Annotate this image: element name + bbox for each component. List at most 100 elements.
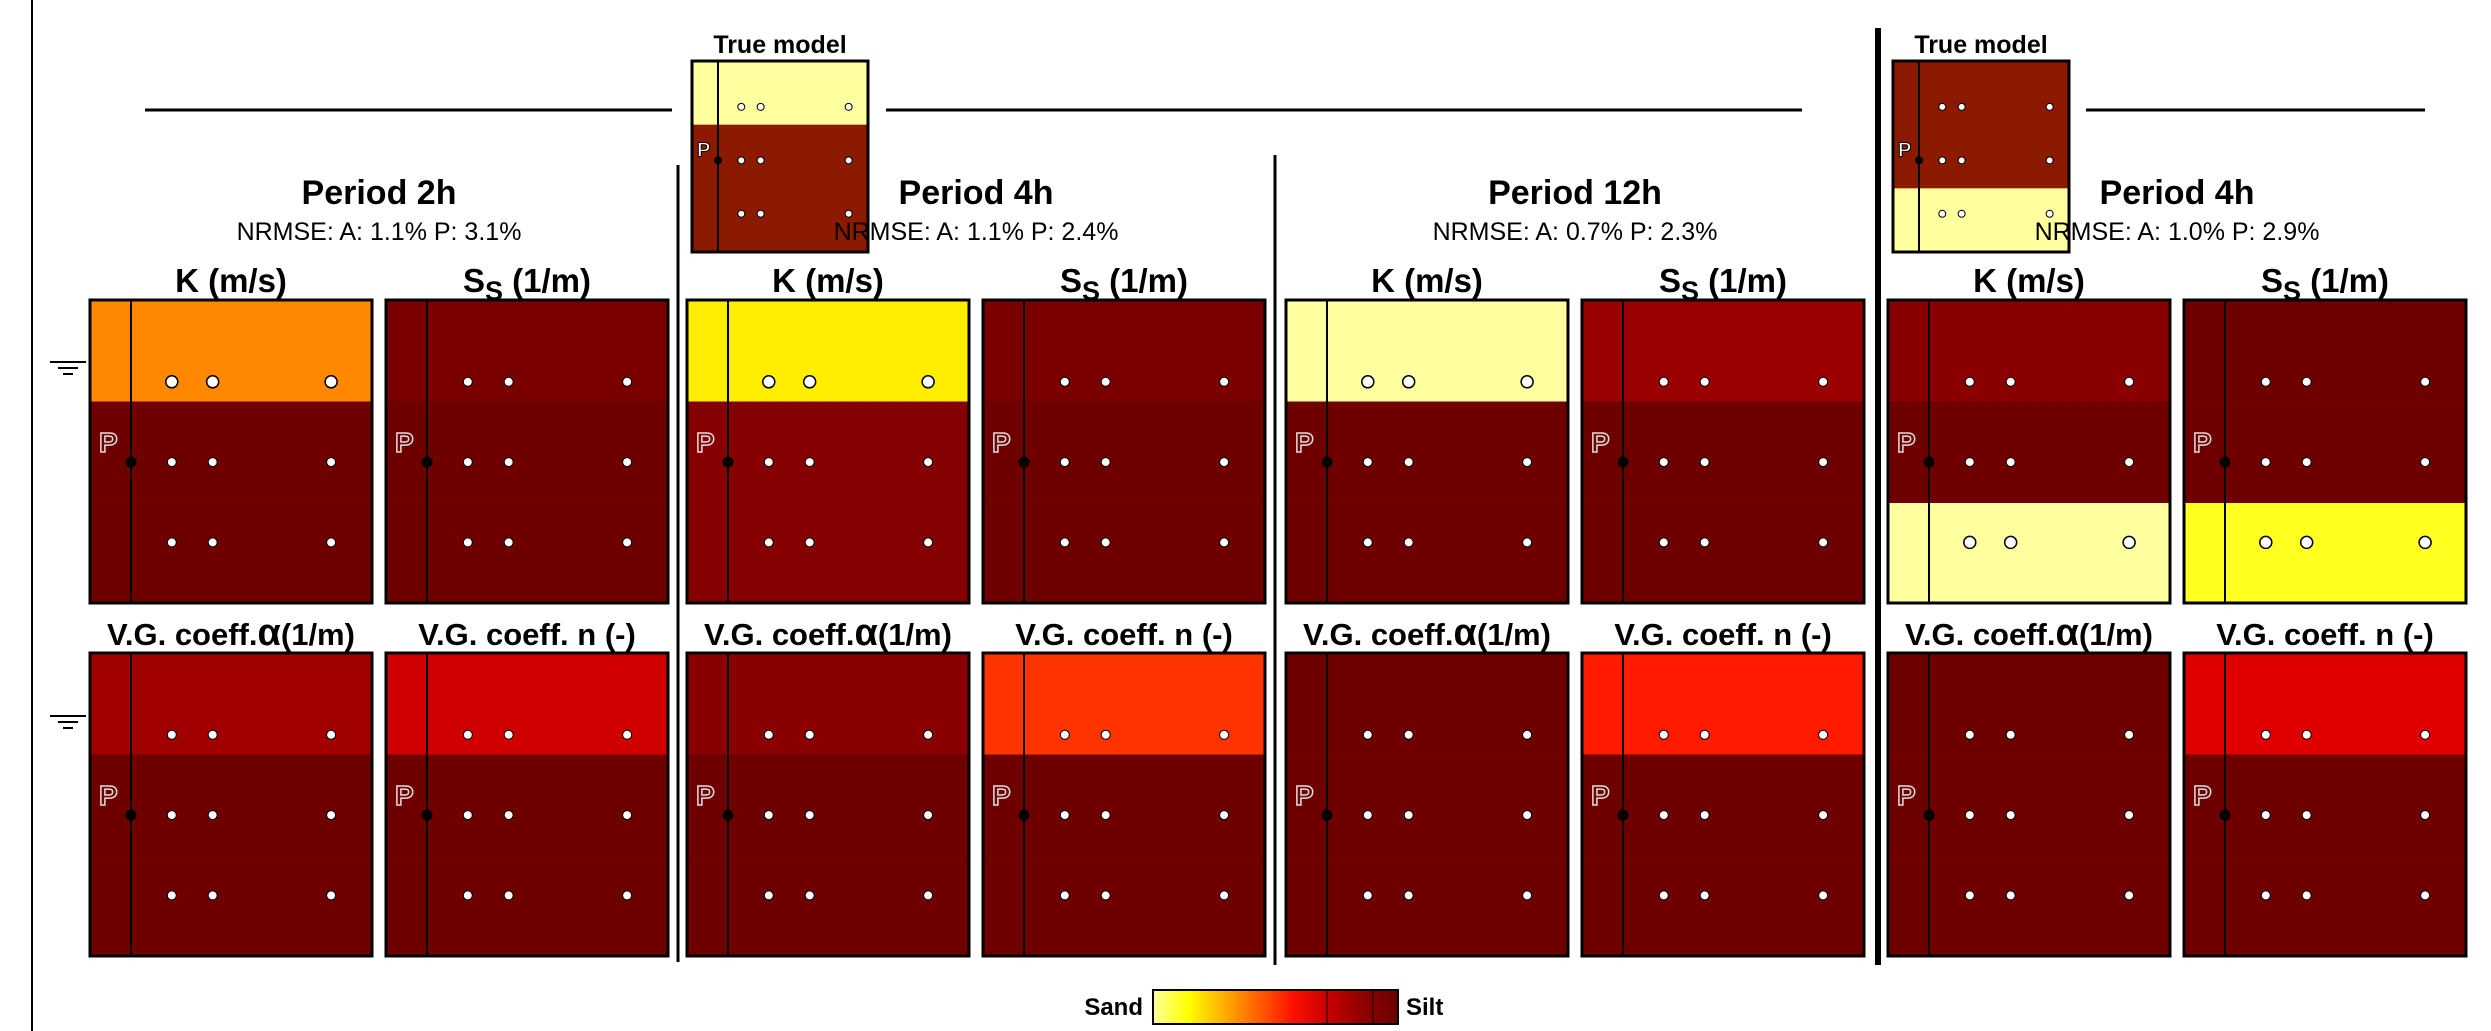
observation-point bbox=[208, 811, 217, 820]
layer-middle bbox=[1888, 402, 2170, 504]
layer-bottom bbox=[1582, 503, 1864, 603]
observation-point bbox=[1700, 377, 1709, 386]
pumping-point bbox=[1019, 457, 1030, 468]
observation-point bbox=[2302, 730, 2311, 739]
true-model-label: True model bbox=[713, 31, 846, 59]
observation-point bbox=[1363, 730, 1372, 739]
observation-point bbox=[1958, 157, 1965, 164]
ss-unit: (1/m) bbox=[503, 262, 591, 299]
observation-point bbox=[504, 458, 513, 467]
observation-point bbox=[764, 538, 773, 547]
observation-point bbox=[504, 891, 513, 900]
layer-bottom bbox=[386, 503, 668, 603]
observation-point bbox=[1939, 103, 1946, 110]
observation-point bbox=[1101, 891, 1110, 900]
observation-point bbox=[167, 891, 176, 900]
observation-point bbox=[1659, 891, 1668, 900]
layer-middle bbox=[2184, 755, 2466, 857]
observation-point bbox=[2421, 377, 2430, 386]
well-label: P bbox=[395, 427, 414, 458]
well-label: P bbox=[2193, 427, 2212, 458]
observation-point bbox=[167, 538, 176, 547]
observation-point bbox=[1220, 458, 1229, 467]
pumping-point bbox=[1924, 810, 1935, 821]
observation-point bbox=[805, 458, 814, 467]
observation-point bbox=[2005, 536, 2017, 548]
colorbar-left-label: Sand bbox=[1084, 994, 1143, 1021]
observation-point bbox=[623, 538, 632, 547]
ss-unit: (1/m) bbox=[2301, 262, 2389, 299]
observation-point bbox=[764, 811, 773, 820]
observation-point bbox=[924, 538, 933, 547]
water-table-symbol bbox=[50, 362, 86, 374]
panel-n: V.G. coeff. n (-) P bbox=[386, 617, 668, 956]
observation-point bbox=[738, 210, 745, 217]
pumping-point bbox=[1019, 810, 1030, 821]
alpha-prefix: V.G. coeff. bbox=[704, 617, 854, 652]
pumping-point bbox=[1322, 810, 1333, 821]
panel-label-n: V.G. coeff. n (-) bbox=[418, 617, 636, 652]
observation-point bbox=[1060, 458, 1069, 467]
observation-point bbox=[738, 103, 745, 110]
observation-point bbox=[1523, 811, 1532, 820]
observation-point bbox=[2125, 811, 2134, 820]
layer-bottom bbox=[2184, 856, 2466, 956]
observation-point bbox=[1404, 730, 1413, 739]
well-label: P bbox=[1295, 427, 1314, 458]
period-title: Period 2h bbox=[302, 174, 457, 212]
observation-point bbox=[1700, 730, 1709, 739]
observation-point bbox=[1404, 891, 1413, 900]
observation-point bbox=[845, 157, 852, 164]
alpha-unit: (1/m) bbox=[878, 617, 952, 652]
water-table-symbol bbox=[50, 716, 86, 728]
layer-middle bbox=[983, 402, 1265, 504]
ss-main: S bbox=[2261, 262, 2283, 299]
alpha-symbol: α bbox=[258, 612, 281, 654]
ss-main: S bbox=[463, 262, 485, 299]
panel-alpha: V.G. coeff.α(1/m) P bbox=[1888, 612, 2170, 956]
observation-point bbox=[1659, 811, 1668, 820]
true-model-label: True model bbox=[1914, 31, 2047, 59]
layer-middle bbox=[687, 402, 969, 504]
observation-point bbox=[504, 538, 513, 547]
observation-point bbox=[1964, 536, 1976, 548]
observation-point bbox=[1939, 210, 1946, 217]
panel-label-n: V.G. coeff. n (-) bbox=[1015, 617, 1233, 652]
panel-label-n: V.G. coeff. n (-) bbox=[1614, 617, 1832, 652]
layer-bottom bbox=[90, 856, 372, 956]
observation-point bbox=[1700, 458, 1709, 467]
layer-bottom bbox=[1582, 856, 1864, 956]
panel-ss: SS (1/m)P bbox=[1582, 262, 1864, 603]
observation-point bbox=[327, 891, 336, 900]
observation-point bbox=[623, 377, 632, 386]
layer-middle bbox=[386, 755, 668, 857]
alpha-unit: (1/m) bbox=[1477, 617, 1551, 652]
observation-point bbox=[1965, 891, 1974, 900]
observation-point bbox=[1220, 811, 1229, 820]
alpha-unit: (1/m) bbox=[2079, 617, 2153, 652]
observation-point bbox=[805, 811, 814, 820]
layer-bottom bbox=[983, 503, 1265, 603]
observation-point bbox=[1819, 730, 1828, 739]
observation-point bbox=[1819, 458, 1828, 467]
observation-point bbox=[1819, 891, 1828, 900]
well-label: P bbox=[1897, 427, 1916, 458]
colorbar-bar bbox=[1153, 990, 1398, 1024]
observation-point bbox=[805, 730, 814, 739]
observation-point bbox=[757, 103, 764, 110]
period-title: Period 12h bbox=[1488, 174, 1662, 212]
layer-bottom bbox=[1286, 503, 1568, 603]
observation-point bbox=[463, 458, 472, 467]
observation-point bbox=[1220, 730, 1229, 739]
observation-point bbox=[763, 376, 775, 388]
observation-point bbox=[208, 458, 217, 467]
observation-point bbox=[1362, 376, 1374, 388]
alpha-symbol: α bbox=[2056, 612, 2079, 654]
observation-point bbox=[1101, 458, 1110, 467]
layer-middle bbox=[386, 402, 668, 504]
observation-point bbox=[1101, 811, 1110, 820]
observation-point bbox=[757, 157, 764, 164]
observation-point bbox=[1958, 210, 1965, 217]
panel-k: K (m/s) P bbox=[90, 262, 372, 603]
